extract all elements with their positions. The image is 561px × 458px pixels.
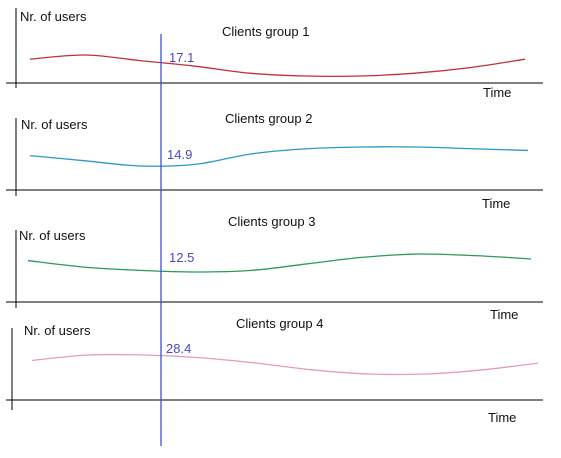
chart-panel-4: Nr. of users Clients group 4 Time 28.4 — [6, 316, 543, 425]
chart-title: Clients group 4 — [236, 316, 323, 331]
series-line — [29, 146, 529, 167]
x-axis-label: Time — [488, 410, 516, 425]
x-axis-label: Time — [482, 196, 510, 211]
cursor-value-label: 17.1 — [169, 50, 194, 65]
chart-panel-3: Nr. of users Clients group 3 Time 12.5 — [6, 214, 543, 322]
cursor-value-label: 14.9 — [167, 147, 192, 162]
cursor-value-label: 28.4 — [166, 341, 191, 356]
series-line — [31, 353, 539, 376]
y-axis-label: Nr. of users — [24, 323, 91, 338]
x-axis-label: Time — [483, 85, 511, 100]
series-line — [27, 253, 532, 273]
cursor-value-label: 12.5 — [169, 250, 194, 265]
y-axis-label: Nr. of users — [19, 228, 86, 243]
chart-panel-2: Nr. of users Clients group 2 Time 14.9 — [6, 111, 543, 211]
x-axis-label: Time — [490, 307, 518, 322]
y-axis-label: Nr. of users — [20, 9, 87, 24]
chart-title: Clients group 3 — [228, 214, 315, 229]
chart-title: Clients group 1 — [222, 24, 309, 39]
chart-title: Clients group 2 — [225, 111, 312, 126]
y-axis-label: Nr. of users — [21, 117, 88, 132]
chart-panel-1: Nr. of users Clients group 1 Time 17.1 — [6, 8, 543, 100]
series-line — [29, 54, 526, 78]
